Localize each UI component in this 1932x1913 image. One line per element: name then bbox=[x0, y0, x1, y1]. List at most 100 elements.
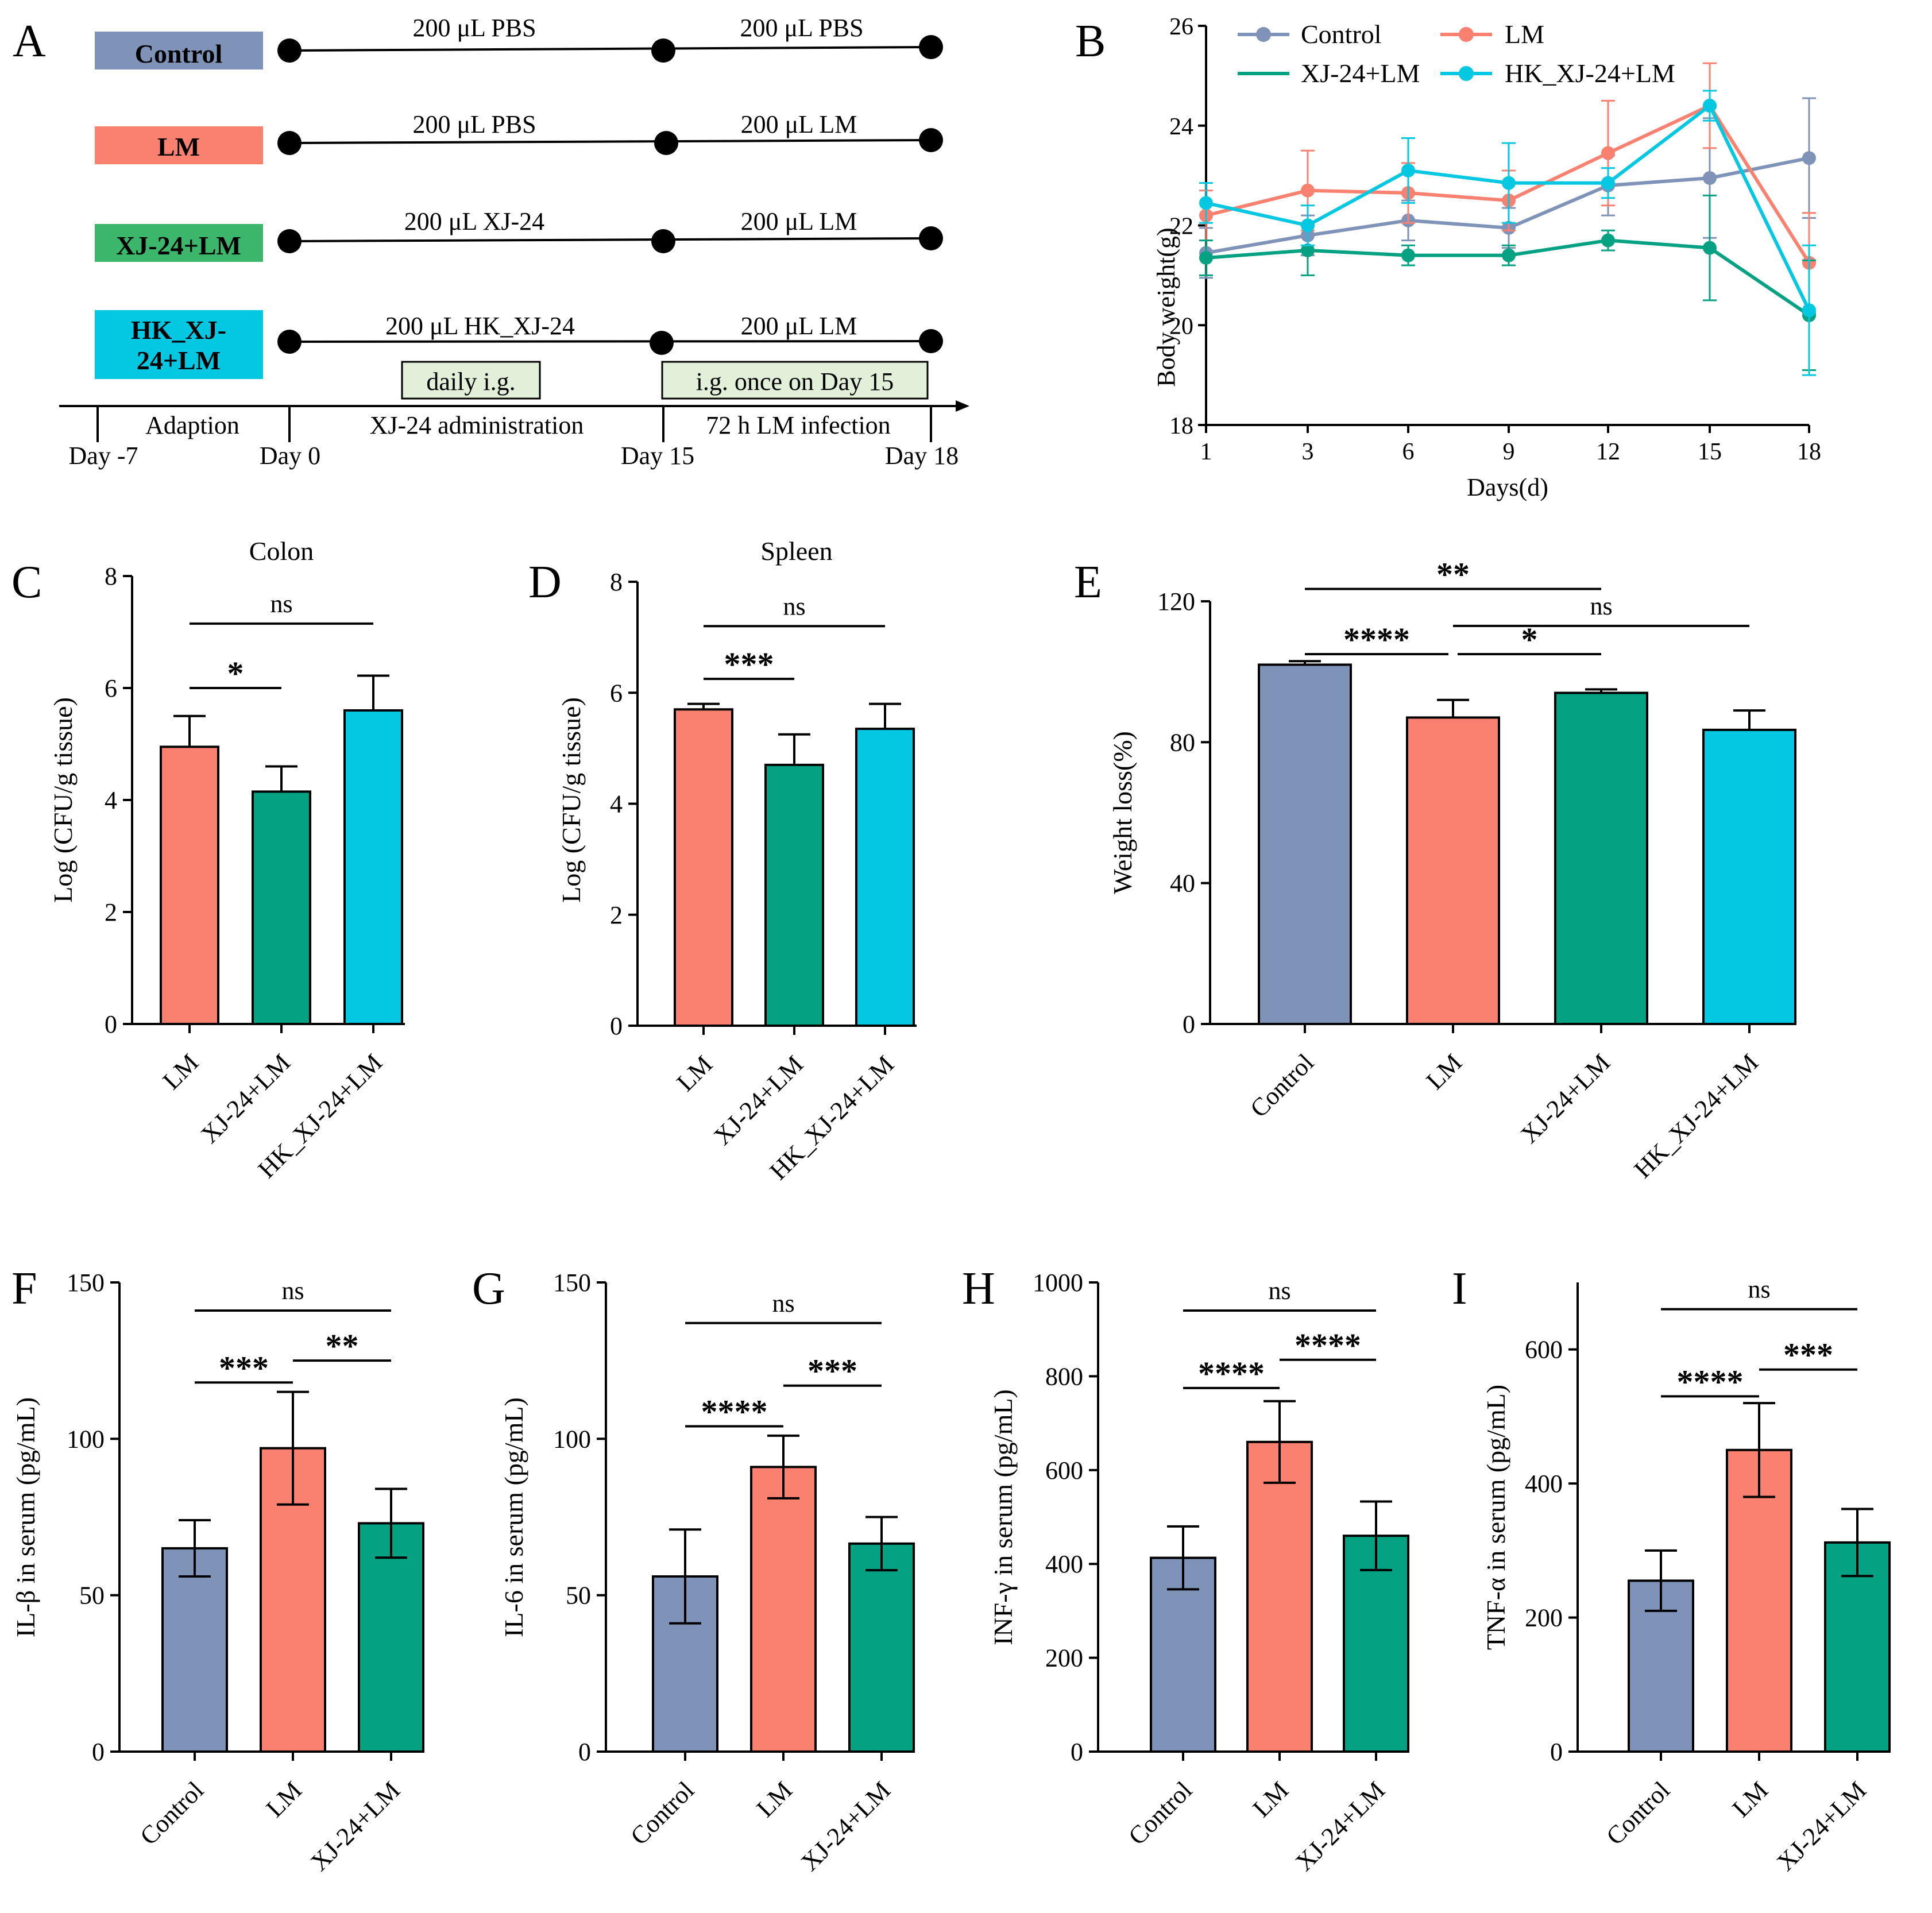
y-axis-label: IL-6 in serum (pg/mL) bbox=[499, 1397, 528, 1637]
group-label-box-control bbox=[95, 32, 263, 69]
day-label: Day 18 bbox=[885, 442, 959, 470]
x-tick-label: 15 bbox=[1698, 439, 1722, 465]
timeline-control bbox=[289, 46, 932, 52]
bar-xj bbox=[252, 790, 311, 1025]
panel-letter: G bbox=[472, 1263, 505, 1314]
panel-letter: E bbox=[1074, 557, 1102, 608]
bar-lm bbox=[674, 708, 733, 1027]
x-tick-label: XJ-24+LM bbox=[195, 1048, 296, 1149]
y-tick-label: 24 bbox=[1169, 114, 1193, 140]
x-tick-label: 3 bbox=[1302, 439, 1314, 465]
panel-letter: H bbox=[962, 1263, 995, 1314]
timepoint-dot bbox=[919, 226, 943, 250]
panel-e-weight-loss-chart: E Weight loss(%) 0 40 80 120 Control LM XJ-24+LM… bbox=[1074, 556, 1796, 1184]
x-tick-label: Control bbox=[625, 1776, 700, 1850]
bar-xj bbox=[1343, 1535, 1409, 1753]
timepoint-dot bbox=[651, 38, 675, 63]
panel-letter: F bbox=[11, 1263, 37, 1314]
bar-lm bbox=[750, 1466, 817, 1753]
panel-a-letter: A bbox=[13, 16, 46, 67]
y-axis-label: Weight loss(%) bbox=[1108, 731, 1137, 894]
y-tick-label: 40 bbox=[1170, 869, 1195, 898]
y-tick-label: 4 bbox=[105, 786, 117, 814]
significance-label: ns bbox=[270, 590, 292, 618]
data-point-hk bbox=[1703, 99, 1717, 113]
y-tick-label: 800 bbox=[1045, 1362, 1083, 1390]
x-tick-label: Control bbox=[1245, 1048, 1319, 1123]
x-axis-label: Days(d) bbox=[1467, 473, 1548, 501]
data-point-xj bbox=[1601, 233, 1615, 248]
y-tick-label: 8 bbox=[610, 568, 623, 596]
panel-letter: C bbox=[11, 557, 42, 608]
x-tick-label: 6 bbox=[1402, 439, 1415, 465]
group-control-row: Control 200 μL PBS 200 μL PBS bbox=[95, 14, 943, 69]
group-label-control: Control bbox=[135, 39, 223, 68]
significance-label: **** bbox=[1198, 1355, 1265, 1392]
x-tick-label: LM bbox=[157, 1048, 204, 1095]
data-point-xj bbox=[1703, 241, 1717, 255]
x-tick-label: LM bbox=[261, 1776, 307, 1822]
bar-xj bbox=[848, 1542, 915, 1753]
dose-label-second: 200 μL LM bbox=[741, 312, 857, 340]
timeline-xj24 bbox=[289, 237, 932, 242]
x-tick-label: Control bbox=[1601, 1776, 1675, 1850]
significance-label: ns bbox=[783, 592, 805, 620]
x-tick-label: LM bbox=[671, 1050, 718, 1096]
y-tick-label: 0 bbox=[1071, 1738, 1083, 1766]
timeline-lm bbox=[289, 139, 932, 144]
bar-control bbox=[161, 1547, 228, 1753]
bar-lm bbox=[160, 745, 219, 1025]
timepoint-dot bbox=[919, 128, 943, 152]
x-tick-label: LM bbox=[1247, 1776, 1294, 1822]
legend: Control LM XJ-24+LM HK_XJ-24+LM bbox=[1238, 20, 1675, 88]
panel-a-design: A Control 200 μL PBS 200 μL PBS LM 200 μ… bbox=[13, 14, 969, 470]
y-tick-label: 150 bbox=[553, 1269, 591, 1297]
y-tick-label: 200 bbox=[1045, 1644, 1083, 1672]
timeline-arrowhead bbox=[956, 400, 969, 412]
dose-label-second: 200 μL PBS bbox=[740, 14, 863, 42]
data-point-hk bbox=[1802, 303, 1816, 318]
group-label-hk-line1: HK_XJ- bbox=[131, 315, 226, 345]
timeline-hk bbox=[289, 340, 932, 343]
ig-once-box bbox=[661, 361, 929, 400]
y-tick-label: 0 bbox=[105, 1010, 117, 1038]
panel-b-body-weight-chart: B Body weight(g) Days(d) Control LM XJ-2… bbox=[1075, 14, 1821, 501]
bar-hk bbox=[855, 728, 915, 1027]
timepoint-dot bbox=[651, 229, 675, 253]
significance-label: *** bbox=[219, 1349, 269, 1386]
bar-xj bbox=[1554, 691, 1648, 1025]
bar-lm bbox=[1406, 716, 1500, 1025]
data-point-control bbox=[1703, 171, 1717, 185]
bar-hk bbox=[1702, 728, 1796, 1026]
panel-b-letter: B bbox=[1075, 16, 1106, 67]
dose-label-first: 200 μL XJ-24 bbox=[404, 207, 544, 235]
group-label-hk-line2: 24+LM bbox=[137, 346, 221, 375]
data-point-hk bbox=[1401, 163, 1415, 177]
daily-ig-box bbox=[401, 361, 541, 400]
y-axis-label: Body weight(g) bbox=[1152, 227, 1180, 387]
timepoint-dot bbox=[277, 131, 302, 155]
y-tick-label: 50 bbox=[566, 1582, 591, 1610]
y-tick-label: 400 bbox=[1045, 1550, 1083, 1578]
x-tick-label: XJ-24+LM bbox=[795, 1776, 896, 1876]
x-tick-label: XJ-24+LM bbox=[305, 1776, 405, 1876]
day-label: Day -7 bbox=[69, 442, 138, 470]
timepoint-dot bbox=[650, 331, 674, 355]
panel-f-il-beta-chart: F IL-β in serum (pg/mL) 0 50 100 150 Control LM… bbox=[11, 1263, 424, 1876]
data-point-xj bbox=[1301, 243, 1315, 257]
dose-label-first: 200 μL PBS bbox=[412, 110, 536, 138]
timepoint-dot bbox=[277, 330, 302, 354]
x-tick-label: 18 bbox=[1797, 439, 1821, 465]
bar-lm bbox=[1246, 1440, 1313, 1753]
y-tick-label: 22 bbox=[1169, 214, 1193, 240]
significance-label: * bbox=[227, 655, 244, 692]
x-tick-label: HK_XJ-24+LM bbox=[1629, 1048, 1764, 1183]
timepoint-dot bbox=[919, 329, 943, 353]
significance-label: **** bbox=[701, 1393, 768, 1431]
dose-label-first: 200 μL HK_XJ-24 bbox=[385, 312, 575, 340]
panel-h-inf-gamma-chart: H INF-γ in serum (pg/mL) 0 200 400 600 800 1000… bbox=[962, 1263, 1409, 1876]
y-tick-label: 4 bbox=[610, 790, 623, 818]
data-point-hk bbox=[1601, 176, 1615, 190]
